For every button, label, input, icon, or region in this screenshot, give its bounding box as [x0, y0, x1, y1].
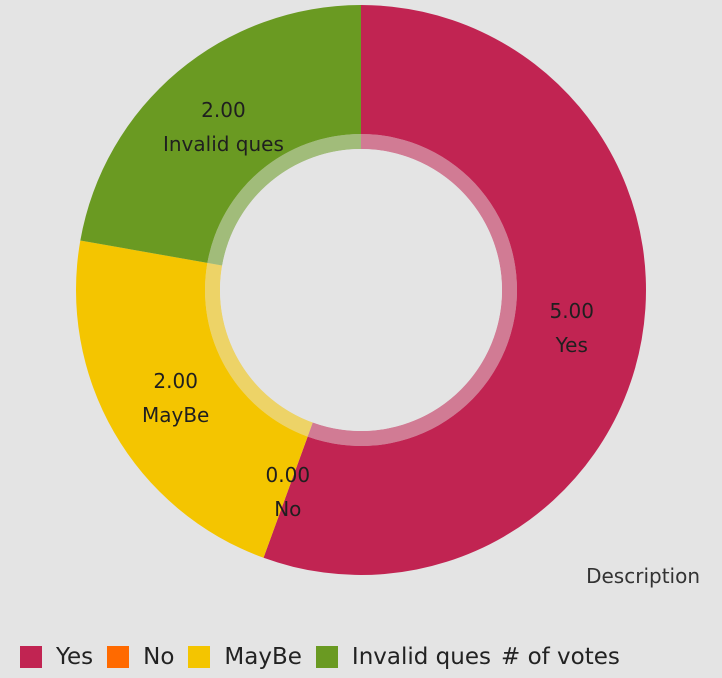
legend-label-invalid-ques: Invalid ques	[351, 644, 491, 670]
slice-name-label-maybe: MayBe	[142, 403, 209, 427]
legend-label-no: No	[143, 644, 175, 670]
slice-name-label-no: No	[274, 497, 301, 521]
donut-hole	[220, 149, 502, 431]
slice-yes	[263, 5, 647, 575]
legend-label-maybe: MayBe	[224, 644, 302, 670]
legend-swatch-yes	[20, 646, 42, 668]
legend-item-maybe: MayBe	[188, 644, 302, 670]
slice-name-label-invalid-ques: Invalid ques	[163, 132, 284, 156]
legend-swatch-maybe	[188, 646, 211, 668]
legend-item-yes: Yes	[20, 644, 93, 670]
legend-item-invalid-ques: Invalid ques	[315, 644, 491, 670]
slice-value-label-no: 0.00	[266, 463, 311, 487]
slice-name-label-yes: Yes	[555, 333, 588, 357]
inner-ring-maybe	[205, 262, 313, 437]
slice-value-label-yes: 5.00	[549, 299, 594, 323]
slice-invalid-ques	[80, 5, 362, 263]
chart-description: Description	[586, 564, 700, 588]
slice-maybe	[76, 240, 308, 558]
legend-item-no: No	[107, 644, 174, 670]
inner-ring-invalid-ques	[207, 134, 361, 266]
legend-swatch-invalid-ques	[315, 646, 338, 668]
slice-value-label-invalid-ques: 2.00	[201, 98, 246, 122]
chart-legend: Yes No MayBe Invalid ques # of votes	[20, 644, 620, 670]
slice-value-label-maybe: 2.00	[153, 369, 198, 393]
legend-swatch-no	[107, 646, 130, 668]
legend-series-name: # of votes	[500, 644, 620, 670]
legend-label-yes: Yes	[56, 644, 94, 670]
